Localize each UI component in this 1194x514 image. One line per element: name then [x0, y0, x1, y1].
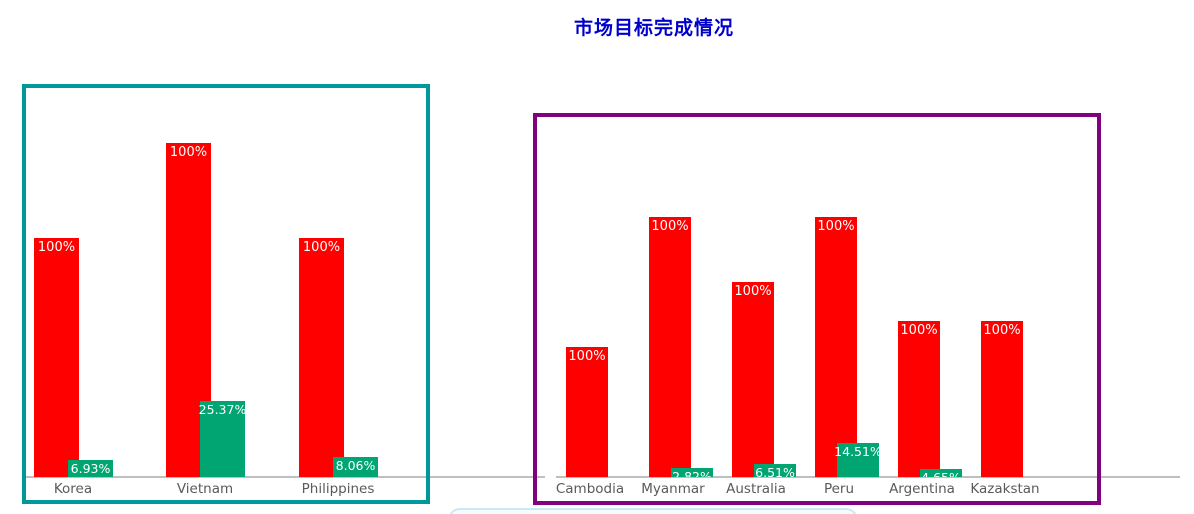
category-label-cambodia: Cambodia	[555, 481, 625, 497]
green-bar-value-label: 2.82%	[672, 469, 712, 477]
right-group-border	[533, 113, 1101, 505]
red-bar-value-label: 100%	[651, 219, 689, 234]
green-bar-value-label: 6.93%	[70, 461, 111, 476]
red-bar-myanmar: 100%	[649, 217, 691, 477]
green-bar-australia: 6.51%	[754, 464, 796, 477]
left-plot-area: 100% 6.93% 100% 25.37% 100% 8.06%	[23, 88, 430, 477]
red-bar-value-label: 100%	[169, 145, 208, 160]
x-axis-line-left	[25, 476, 545, 478]
green-bar-vietnam: 25.37%	[198, 401, 247, 477]
category-label-korea: Korea	[53, 481, 93, 497]
green-bar-korea: 6.93%	[68, 460, 113, 477]
green-bar-peru: 14.51%	[834, 443, 882, 477]
category-label-kazakstan: Kazakstan	[970, 481, 1040, 497]
category-label-australia: Australia	[726, 481, 786, 497]
category-label-vietnam: Vietnam	[176, 481, 234, 497]
green-bar-value-label: 4.65%	[921, 470, 961, 477]
red-bar-value-label: 100%	[568, 349, 606, 364]
category-label-philippines: Philippines	[301, 481, 375, 497]
red-bar-philippines: 100%	[299, 238, 344, 477]
red-bar-value-label: 100%	[900, 323, 938, 338]
red-bar-peru: 100%	[815, 217, 857, 477]
red-bar-value-label: 100%	[302, 240, 341, 255]
green-bar-value-label: 14.51%	[834, 444, 882, 459]
green-bar-value-label: 6.51%	[755, 465, 795, 477]
red-bar-argentina: 100%	[898, 321, 940, 477]
red-bar-value-label: 100%	[817, 219, 855, 234]
category-label-myanmar: Myanmar	[641, 481, 705, 497]
green-bar-myanmar: 2.82%	[671, 468, 713, 477]
green-bar-value-label: 25.37%	[198, 402, 247, 417]
green-bar-argentina: 4.65%	[920, 469, 962, 477]
green-bar-philippines: 8.06%	[333, 457, 378, 477]
red-bar-australia: 100%	[732, 282, 774, 477]
red-bar-value-label: 100%	[983, 323, 1021, 338]
chart-title: 市场目标完成情况	[573, 17, 735, 39]
green-bar-value-label: 8.06%	[335, 458, 376, 473]
left-group-border	[22, 84, 430, 504]
red-bar-korea: 100%	[34, 238, 79, 477]
red-bar-cambodia: 100%	[566, 347, 608, 477]
category-label-peru: Peru	[823, 481, 855, 497]
red-bar-value-label: 100%	[734, 284, 772, 299]
right-plot-area: 100% 100% 2.82% 100% 6.51% 100% 14.51% 100% 4.65…	[537, 117, 1099, 477]
red-bar-kazakstan: 100%	[981, 321, 1023, 477]
bottom-panel-partial	[448, 508, 858, 514]
red-bar-value-label: 100%	[37, 240, 76, 255]
category-label-argentina: Argentina	[889, 481, 955, 497]
